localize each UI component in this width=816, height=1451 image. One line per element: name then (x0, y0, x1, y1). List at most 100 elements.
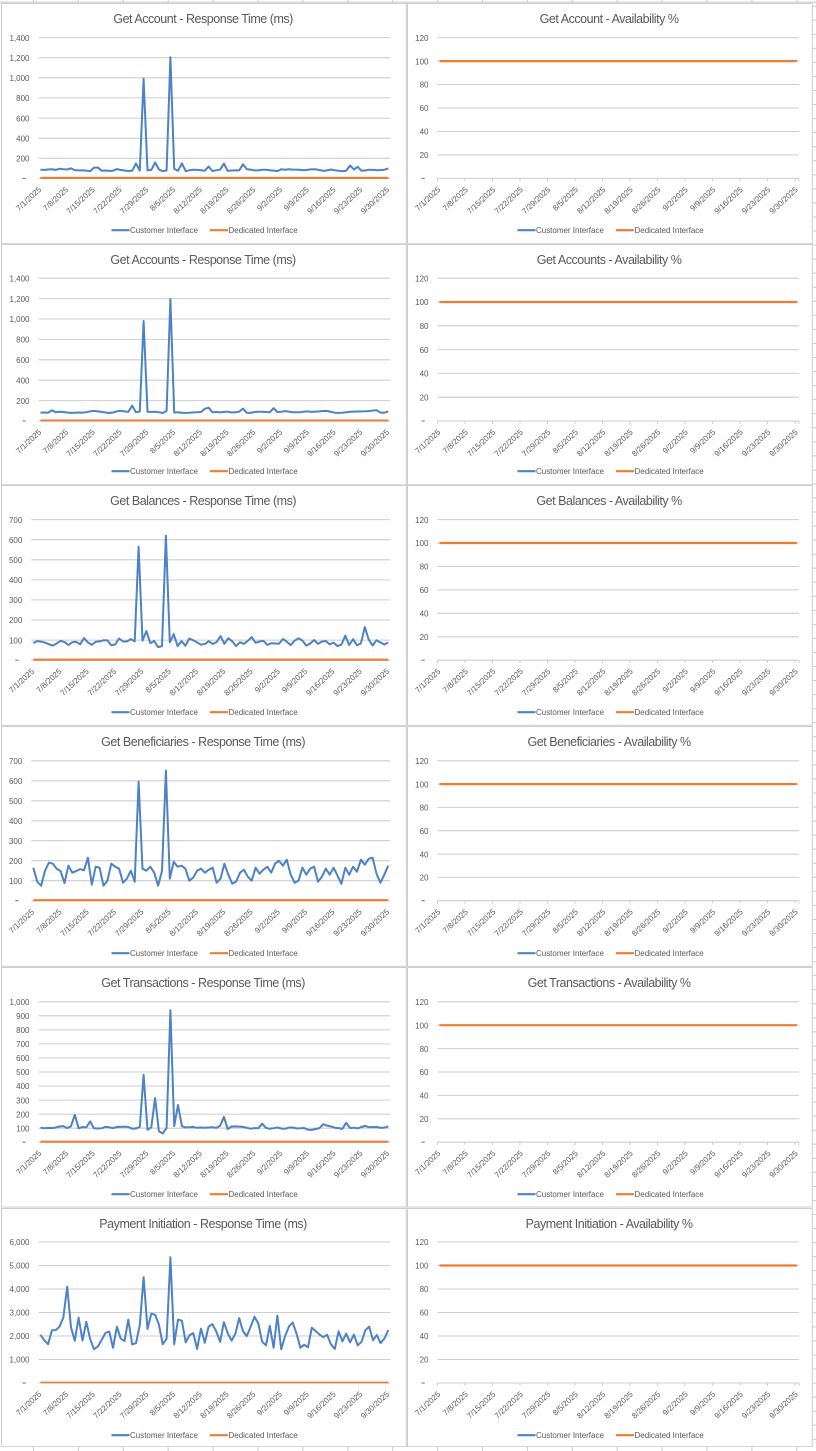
svg-text:100: 100 (415, 57, 429, 66)
svg-text:Dedicated Interface: Dedicated Interface (634, 949, 704, 958)
svg-text:60: 60 (419, 586, 428, 595)
svg-text:400: 400 (9, 576, 23, 585)
svg-text:200: 200 (9, 617, 23, 626)
svg-text:60: 60 (419, 1308, 428, 1317)
svg-text:Customer Interface: Customer Interface (536, 226, 604, 235)
svg-text:3,000: 3,000 (10, 1308, 31, 1317)
svg-text:Get Beneficiaries - Response T: Get Beneficiaries - Response Time (ms) (101, 735, 305, 749)
svg-text:500: 500 (9, 556, 23, 565)
svg-text:500: 500 (9, 797, 23, 806)
svg-text:Customer Interface: Customer Interface (536, 467, 604, 476)
svg-text:1,200: 1,200 (10, 54, 31, 63)
svg-text:Get Accounts - Response Time (: Get Accounts - Response Time (ms) (110, 253, 296, 267)
svg-text:Customer Interface: Customer Interface (130, 949, 198, 958)
svg-text:5,000: 5,000 (10, 1261, 31, 1270)
svg-text:Dedicated Interface: Dedicated Interface (634, 226, 704, 235)
svg-text:20: 20 (419, 874, 428, 883)
svg-text:400: 400 (16, 134, 30, 143)
svg-text:800: 800 (16, 336, 30, 345)
svg-text:80: 80 (419, 322, 428, 331)
svg-text:600: 600 (9, 777, 23, 786)
svg-text:100: 100 (415, 1261, 429, 1270)
svg-text:120: 120 (415, 998, 429, 1007)
svg-text:100: 100 (9, 637, 23, 646)
svg-text:120: 120 (415, 34, 429, 43)
svg-text:4,000: 4,000 (10, 1285, 31, 1294)
svg-text:2,000: 2,000 (10, 1332, 31, 1341)
svg-text:Customer Interface: Customer Interface (130, 1431, 198, 1440)
svg-text:Customer Interface: Customer Interface (536, 949, 604, 958)
svg-text:120: 120 (415, 757, 429, 766)
svg-text:Get Account - Availability %: Get Account - Availability % (539, 12, 678, 26)
svg-text:80: 80 (419, 80, 428, 89)
svg-text:600: 600 (9, 536, 23, 545)
svg-text:700: 700 (16, 1040, 30, 1049)
svg-text:300: 300 (9, 837, 23, 846)
svg-text:1,000: 1,000 (10, 998, 31, 1007)
svg-text:500: 500 (16, 1068, 30, 1077)
svg-text:700: 700 (9, 516, 23, 525)
svg-text:200: 200 (16, 397, 30, 406)
svg-text:1,000: 1,000 (10, 74, 31, 83)
svg-text:100: 100 (415, 298, 429, 307)
svg-text:300: 300 (16, 1096, 30, 1105)
svg-text:300: 300 (9, 596, 23, 605)
svg-text:100: 100 (415, 780, 429, 789)
svg-text:20: 20 (419, 1115, 428, 1124)
svg-text:400: 400 (9, 817, 23, 826)
svg-text:120: 120 (415, 516, 429, 525)
svg-text:80: 80 (419, 563, 428, 572)
svg-text:Get Transactions - Response Ti: Get Transactions - Response Time (ms) (101, 976, 305, 990)
svg-text:600: 600 (16, 1054, 30, 1063)
svg-text:600: 600 (16, 356, 30, 365)
svg-text:Dedicated Interface: Dedicated Interface (228, 949, 298, 958)
svg-text:400: 400 (16, 1082, 30, 1091)
svg-text:80: 80 (419, 1045, 428, 1054)
svg-text:200: 200 (16, 1110, 30, 1119)
svg-text:40: 40 (419, 1332, 428, 1341)
svg-text:Dedicated Interface: Dedicated Interface (228, 708, 298, 717)
svg-text:Get Transactions - Availabilit: Get Transactions - Availability % (527, 976, 690, 990)
svg-text:Customer Interface: Customer Interface (130, 708, 198, 717)
svg-text:80: 80 (419, 1285, 428, 1294)
svg-text:60: 60 (419, 346, 428, 355)
svg-text:200: 200 (16, 154, 30, 163)
svg-text:20: 20 (419, 393, 428, 402)
svg-text:Get Accounts - Availability %: Get Accounts - Availability % (537, 253, 682, 267)
svg-text:Dedicated Interface: Dedicated Interface (228, 226, 298, 235)
svg-text:Get Beneficiaries - Availabili: Get Beneficiaries - Availability % (527, 735, 691, 749)
svg-text:800: 800 (16, 1026, 30, 1035)
svg-text:1,000: 1,000 (10, 315, 31, 324)
svg-text:800: 800 (16, 94, 30, 103)
svg-text:Payment Initiation - Response: Payment Initiation - Response Time (ms) (99, 1216, 307, 1230)
svg-text:40: 40 (419, 610, 428, 619)
svg-text:40: 40 (419, 370, 428, 379)
svg-text:Customer Interface: Customer Interface (130, 467, 198, 476)
svg-text:100: 100 (415, 540, 429, 549)
svg-text:Dedicated Interface: Dedicated Interface (634, 1190, 704, 1199)
svg-text:200: 200 (9, 857, 23, 866)
svg-text:100: 100 (16, 1124, 30, 1133)
svg-text:1,200: 1,200 (10, 295, 31, 304)
svg-text:120: 120 (415, 274, 429, 283)
svg-text:Get Balances - Availability %: Get Balances - Availability % (536, 494, 682, 508)
svg-text:20: 20 (419, 151, 428, 160)
svg-text:100: 100 (9, 877, 23, 886)
svg-text:60: 60 (419, 104, 428, 113)
svg-text:400: 400 (16, 376, 30, 385)
svg-text:60: 60 (419, 1068, 428, 1077)
svg-text:20: 20 (419, 633, 428, 642)
svg-text:Customer Interface: Customer Interface (536, 708, 604, 717)
svg-text:900: 900 (16, 1012, 30, 1021)
svg-text:Get Balances - Response Time (: Get Balances - Response Time (ms) (110, 494, 296, 508)
svg-text:120: 120 (415, 1238, 429, 1247)
svg-text:Dedicated Interface: Dedicated Interface (634, 708, 704, 717)
svg-text:40: 40 (419, 1092, 428, 1101)
svg-text:1,400: 1,400 (10, 274, 31, 283)
svg-text:Customer Interface: Customer Interface (536, 1190, 604, 1199)
svg-text:Dedicated Interface: Dedicated Interface (634, 467, 704, 476)
svg-text:40: 40 (419, 850, 428, 859)
svg-text:40: 40 (419, 127, 428, 136)
svg-text:20: 20 (419, 1355, 428, 1364)
svg-text:100: 100 (415, 1021, 429, 1030)
